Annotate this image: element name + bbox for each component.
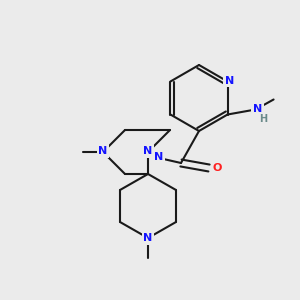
Text: N: N [143, 146, 153, 156]
Text: N: N [143, 233, 153, 243]
Text: N: N [253, 103, 262, 113]
Text: H: H [260, 115, 268, 124]
Text: N: N [225, 76, 234, 85]
Text: O: O [212, 163, 222, 173]
Text: N: N [154, 152, 164, 162]
Text: N: N [98, 146, 108, 156]
